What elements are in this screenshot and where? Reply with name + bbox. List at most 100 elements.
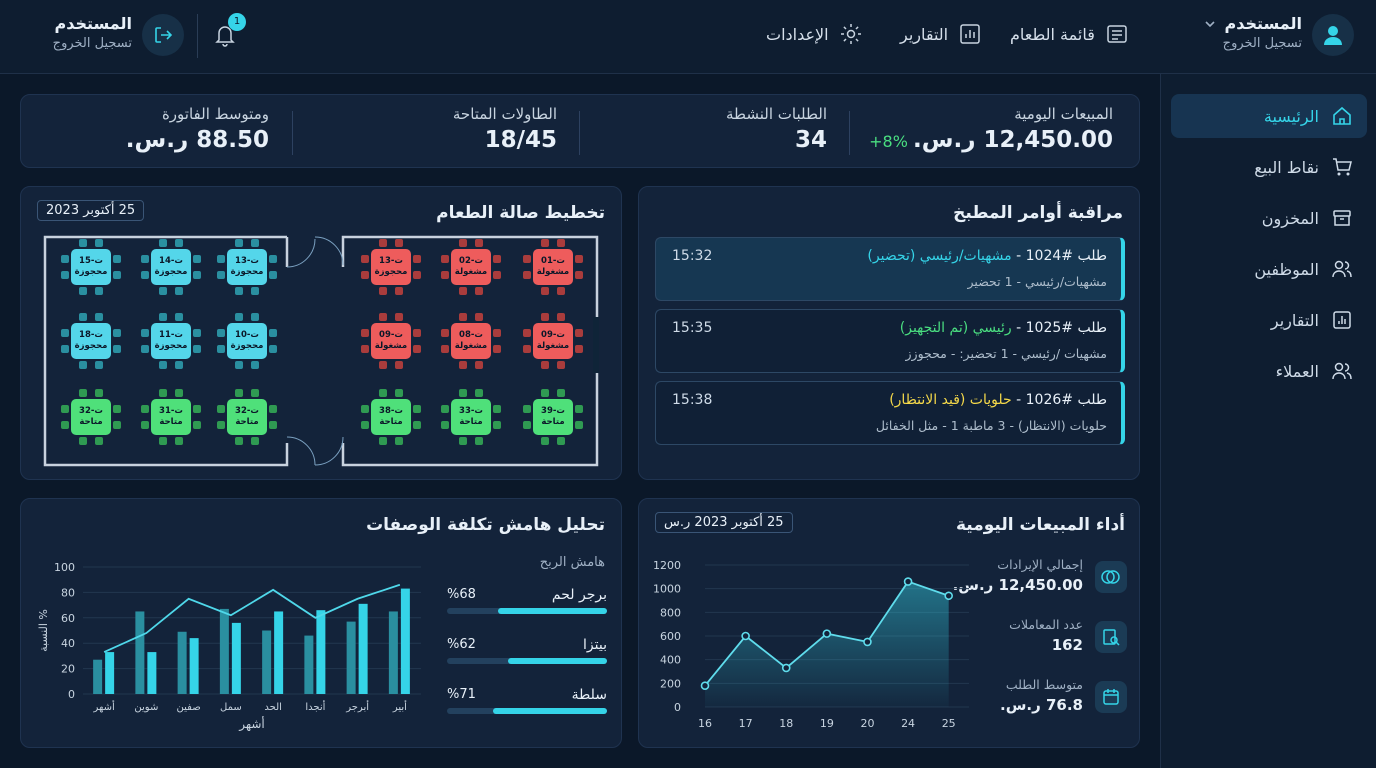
nav-settings[interactable]: الإعدادات xyxy=(766,22,863,46)
bar xyxy=(388,611,398,694)
chair xyxy=(251,239,259,247)
receipt-search-icon xyxy=(1095,621,1127,653)
dining-table[interactable]: ت-15 محجوزة xyxy=(71,249,111,285)
dining-table[interactable]: ت-13 محجوزة xyxy=(371,249,411,285)
x-tick-label: صفين xyxy=(177,702,201,713)
y-tick-label: 80 xyxy=(61,586,75,599)
chair xyxy=(61,329,69,337)
user-avatar-icon[interactable] xyxy=(1312,14,1354,56)
sidebar-item-pos[interactable]: نقاط البيع xyxy=(1171,145,1367,189)
chair xyxy=(251,287,259,295)
sidebar-item-staff[interactable]: الموظفين xyxy=(1171,247,1367,291)
sidebar-item-reports[interactable]: التقارير xyxy=(1171,298,1367,342)
chair xyxy=(217,405,225,413)
chair xyxy=(575,255,583,263)
table-id: ت-38 xyxy=(379,406,403,416)
chevron-down-icon[interactable] xyxy=(1203,16,1217,30)
chair xyxy=(441,329,449,337)
chair xyxy=(523,255,531,263)
dining-table[interactable]: ت-01 مشغولة xyxy=(533,249,573,285)
dining-table[interactable]: ت-02 مشغولة xyxy=(451,249,491,285)
x-tick-label: 25 xyxy=(942,717,956,730)
dining-table[interactable]: ت-08 مشغولة xyxy=(451,323,491,359)
floor-date[interactable]: 25 أكتوبر 2023 xyxy=(37,200,145,221)
dining-table[interactable]: ت-11 محجوزة xyxy=(151,323,191,359)
logout-icon[interactable] xyxy=(142,14,184,56)
dining-table[interactable]: ت-14 محجوزة xyxy=(151,249,191,285)
chair xyxy=(441,421,449,429)
chair xyxy=(141,345,149,353)
bar xyxy=(189,638,199,694)
bar xyxy=(358,603,368,694)
sidebar-item-customers[interactable]: العملاء xyxy=(1171,349,1367,393)
chair xyxy=(79,287,87,295)
coins-icon xyxy=(1095,561,1127,593)
table-id: ت-08 xyxy=(459,330,483,340)
dining-table[interactable]: ت-18 محجوزة xyxy=(71,323,111,359)
chair xyxy=(95,313,103,321)
table-id: ت-01 xyxy=(541,256,565,266)
chair xyxy=(557,313,565,321)
dining-table[interactable]: ت-32 متاحة xyxy=(227,399,267,435)
order-card[interactable]: طلب #1024 - مشهيات/رئيسي (تحضير) مشهيات/… xyxy=(655,237,1125,301)
chair xyxy=(523,421,531,429)
chair xyxy=(475,313,483,321)
gear-icon xyxy=(840,24,861,44)
data-point xyxy=(700,681,710,690)
sidebar-item-home[interactable]: الرئيسية xyxy=(1171,94,1367,138)
y-tick-label: 0 xyxy=(68,688,75,701)
left-user-name: المستخدم xyxy=(54,14,132,33)
nav-menu[interactable]: قائمة الطعام xyxy=(1010,22,1129,46)
notification-badge: 1 xyxy=(228,13,246,31)
floor-title: تخطيط صالة الطعام xyxy=(436,203,605,223)
dining-table[interactable]: ت-31 متاحة xyxy=(151,399,191,435)
dining-table[interactable]: ت-09 مشغولة xyxy=(533,323,573,359)
chair xyxy=(175,389,183,397)
dining-table[interactable]: ت-39 متاحة xyxy=(533,399,573,435)
nav-reports[interactable]: التقارير xyxy=(900,22,982,46)
order-card[interactable]: طلب #1025 - رئيسي (تم التجهيز) مشهيات /ر… xyxy=(655,309,1125,373)
sidebar-item-label: الموظفين xyxy=(1254,259,1319,279)
chair xyxy=(413,255,421,263)
dining-table[interactable]: ت-10 محجوزة xyxy=(227,323,267,359)
y-tick-label: 40 xyxy=(61,637,75,650)
chair xyxy=(79,361,87,369)
sales-date[interactable]: 25 أكتوبر 2023 ر.س xyxy=(655,512,793,533)
chair xyxy=(113,405,121,413)
data-point xyxy=(944,591,953,601)
dining-table[interactable]: ت-32 متاحة xyxy=(71,399,111,435)
left-user[interactable]: المستخدم تسجيل الخروج xyxy=(50,14,132,51)
y-tick-label: 1200 xyxy=(653,559,681,572)
order-card[interactable]: طلب #1026 - حلويات (قيد الانتظار) حلويات… xyxy=(655,381,1125,445)
chair xyxy=(493,421,501,429)
chair xyxy=(459,361,467,369)
sidebar-item-inventory[interactable]: المخزون xyxy=(1171,196,1367,240)
bell-icon[interactable]: 1 xyxy=(213,13,246,52)
left-user-logout[interactable]: تسجيل الخروج xyxy=(52,36,132,51)
table-status: محجوزة xyxy=(374,267,408,277)
dining-table[interactable]: ت-33 متاحة xyxy=(451,399,491,435)
chair xyxy=(79,313,87,321)
chair xyxy=(269,271,277,279)
margin-progress-fill xyxy=(493,708,607,714)
table-status: مشغولة xyxy=(374,341,408,351)
chair xyxy=(269,405,277,413)
user-logout[interactable]: تسجيل الخروج xyxy=(1222,36,1302,51)
user-menu[interactable]: المستخدم تسجيل الخروج xyxy=(1223,14,1302,51)
sidebar-item-label: العملاء xyxy=(1275,361,1319,381)
margin-progress xyxy=(447,658,607,664)
chair xyxy=(475,389,483,397)
x-tick-label: 17 xyxy=(739,717,753,730)
table-id: ت-32 xyxy=(235,406,259,416)
kitchen-title: مراقبة أوامر المطبخ xyxy=(953,203,1123,223)
dining-table[interactable]: ت-09 مشغولة xyxy=(371,323,411,359)
chair xyxy=(575,405,583,413)
stats-bar: المبيعات اليومية 12,450.00 ر.س. +8% الطل… xyxy=(20,94,1140,168)
chair xyxy=(217,271,225,279)
dining-table[interactable]: ت-13 محجوزة xyxy=(227,249,267,285)
dining-table[interactable]: ت-38 متاحة xyxy=(371,399,411,435)
table-id: ت-02 xyxy=(459,256,483,266)
sales-line-chart: 0 200 400 600 800 1000 1200 16 17 18 19 20 24 25 xyxy=(653,559,969,730)
chair xyxy=(475,287,483,295)
margin-bar-chart: 0 20 40 60 80 100 النسبة % أشهر شوين صفين سمل الحد أ… xyxy=(37,561,421,732)
